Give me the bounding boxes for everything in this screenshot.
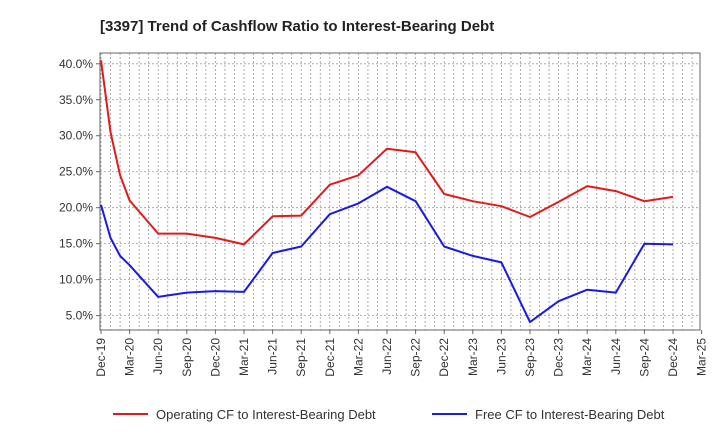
x-tick-label: Jun-22 bbox=[380, 338, 394, 375]
x-tick-label: Dec-19 bbox=[94, 338, 108, 377]
series-line-0 bbox=[100, 60, 674, 246]
legend-label-1: Free CF to Interest-Bearing Debt bbox=[475, 407, 665, 422]
x-tick-label: Jun-20 bbox=[151, 338, 165, 375]
y-tick-label: 10.0% bbox=[59, 273, 93, 287]
x-tick-label: Dec-21 bbox=[323, 338, 337, 377]
y-tick-label: 25.0% bbox=[59, 165, 93, 179]
x-tick-label: Jun-23 bbox=[494, 338, 508, 375]
x-tick-label: Mar-22 bbox=[351, 338, 365, 376]
x-tick-label: Sep-20 bbox=[180, 338, 194, 377]
x-tick-label: Mar-20 bbox=[123, 338, 137, 376]
y-tick-label: 40.0% bbox=[59, 57, 93, 71]
legend-label-0: Operating CF to Interest-Bearing Debt bbox=[156, 407, 376, 422]
plot-frame bbox=[99, 52, 701, 331]
chart-title: [3397] Trend of Cashflow Ratio to Intere… bbox=[100, 18, 494, 35]
x-tick-label: Jun-21 bbox=[266, 338, 280, 375]
x-axis: Dec-19 Mar-20 Jun-20 Sep-20 Dec-20 Mar-21 Jun-… bbox=[94, 330, 709, 377]
y-axis: 5.0% 10.0% 15.0% 20.0% 25.0% 30.0% 35.0% 40.0% bbox=[59, 57, 100, 323]
legend: Operating CF to Interest-Bearing Debt Fre… bbox=[113, 407, 665, 422]
x-tick-label: Dec-24 bbox=[666, 338, 680, 377]
series-lines bbox=[100, 60, 674, 324]
x-tick-label: Mar-23 bbox=[466, 338, 480, 376]
series-line-1 bbox=[100, 185, 674, 324]
x-tick-label: Sep-23 bbox=[523, 338, 537, 377]
x-tick-label: Dec-20 bbox=[208, 338, 222, 377]
y-tick-label: 5.0% bbox=[66, 309, 94, 323]
y-tick-label: 15.0% bbox=[59, 237, 93, 251]
x-tick-label: Mar-25 bbox=[695, 338, 709, 376]
y-tick-label: 20.0% bbox=[59, 201, 93, 215]
x-tick-label: Dec-22 bbox=[437, 338, 451, 377]
x-tick-label: Mar-21 bbox=[237, 338, 251, 376]
x-tick-label: Sep-21 bbox=[294, 338, 308, 377]
x-tick-label: Jun-24 bbox=[609, 338, 623, 375]
y-tick-label: 30.0% bbox=[59, 129, 93, 143]
x-tick-label: Mar-24 bbox=[580, 338, 594, 376]
grid bbox=[100, 53, 700, 330]
x-tick-label: Dec-23 bbox=[552, 338, 566, 377]
x-tick-label: Sep-22 bbox=[409, 338, 423, 377]
x-tick-label: Sep-24 bbox=[637, 338, 651, 377]
y-tick-label: 35.0% bbox=[59, 93, 93, 107]
